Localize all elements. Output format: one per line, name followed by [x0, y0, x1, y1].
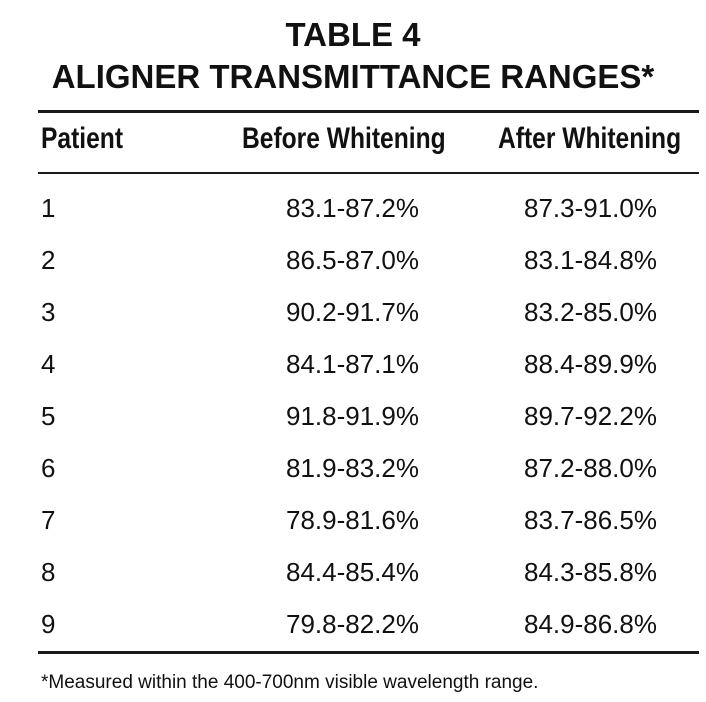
after-whitening-cell: 84.9-86.8% [524, 609, 657, 639]
table-row: 8 84.4-85.4% 84.3-85.8% [0, 548, 706, 600]
after-whitening-cell: 87.3-91.0% [524, 193, 657, 223]
table-row: 4 84.1-87.1% 88.4-89.9% [0, 340, 706, 392]
patient-cell: 7 [41, 505, 56, 535]
patient-cell: 4 [41, 349, 56, 379]
after-whitening-cell: 87.2-88.0% [524, 453, 657, 483]
before-whitening-cell: 86.5-87.0% [286, 245, 419, 275]
before-whitening-cell: 81.9-83.2% [286, 453, 419, 483]
table-row: 1 83.1-87.2% 87.3-91.0% [0, 184, 706, 236]
column-header-before-whitening: Before Whitening [242, 122, 446, 155]
after-whitening-cell: 89.7-92.2% [524, 401, 657, 431]
patient-cell: 2 [41, 245, 56, 275]
table-number: TABLE 4 [285, 16, 421, 53]
footnote: *Measured within the 400-700nm visible w… [41, 672, 539, 693]
table-title: ALIGNER TRANSMITTANCE RANGES* [51, 58, 655, 95]
table-row: 9 79.8-82.2% 84.9-86.8% [0, 600, 706, 652]
after-whitening-cell: 88.4-89.9% [524, 349, 657, 379]
column-header-after-whitening: After Whitening [498, 122, 682, 155]
before-whitening-cell: 91.8-91.9% [286, 401, 419, 431]
column-header-patient: Patient [41, 122, 124, 155]
patient-cell: 5 [41, 401, 56, 431]
header-rule [38, 172, 699, 174]
table-row: 7 78.9-81.6% 83.7-86.5% [0, 496, 706, 548]
after-whitening-cell: 83.7-86.5% [524, 505, 657, 535]
before-whitening-cell: 84.1-87.1% [286, 349, 419, 379]
before-whitening-cell: 78.9-81.6% [286, 505, 419, 535]
patient-cell: 3 [41, 297, 56, 327]
before-whitening-cell: 84.4-85.4% [286, 557, 419, 587]
bottom-rule [38, 651, 699, 654]
after-whitening-cell: 84.3-85.8% [524, 557, 657, 587]
patient-cell: 8 [41, 557, 56, 587]
table-row: 5 91.8-91.9% 89.7-92.2% [0, 392, 706, 444]
before-whitening-cell: 79.8-82.2% [286, 609, 419, 639]
patient-cell: 1 [41, 193, 56, 223]
table-row: 6 81.9-83.2% 87.2-88.0% [0, 444, 706, 496]
patient-cell: 6 [41, 453, 56, 483]
after-whitening-cell: 83.1-84.8% [524, 245, 657, 275]
before-whitening-cell: 90.2-91.7% [286, 297, 419, 327]
top-rule [38, 110, 699, 113]
after-whitening-cell: 83.2-85.0% [524, 297, 657, 327]
table-row: 2 86.5-87.0% 83.1-84.8% [0, 236, 706, 288]
before-whitening-cell: 83.1-87.2% [286, 193, 419, 223]
patient-cell: 9 [41, 609, 56, 639]
table-body: 1 83.1-87.2% 87.3-91.0% 2 86.5-87.0% 83.… [0, 184, 706, 652]
table-row: 3 90.2-91.7% 83.2-85.0% [0, 288, 706, 340]
